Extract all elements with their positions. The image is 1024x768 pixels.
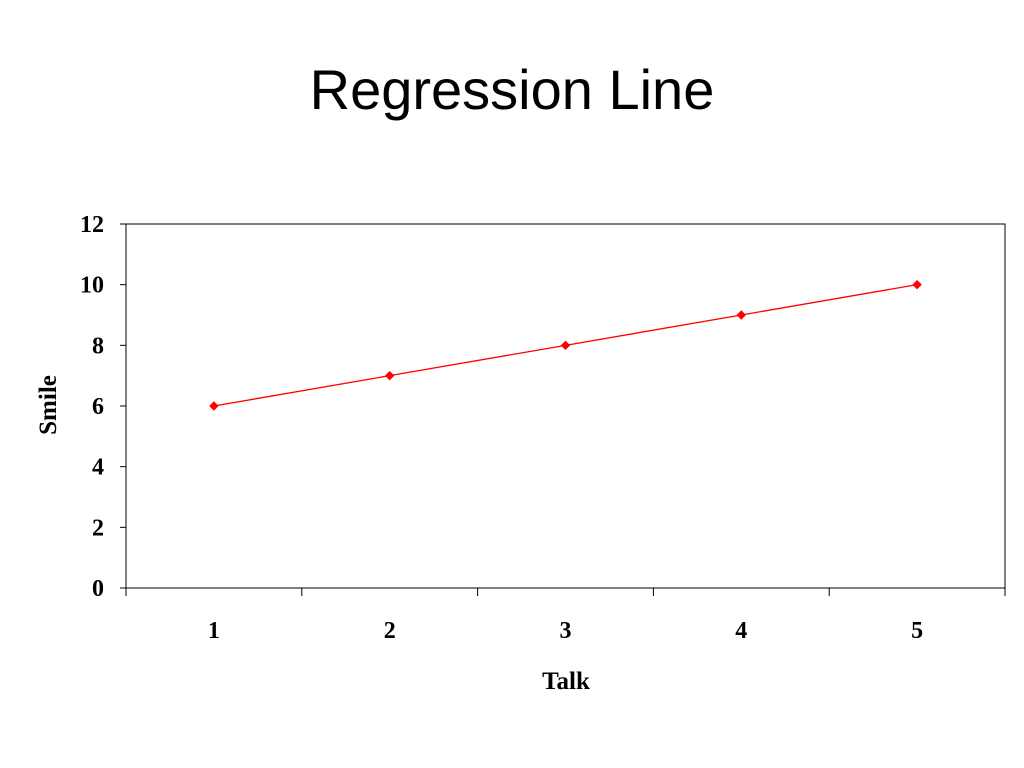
y-tick-label: 8 — [92, 333, 104, 359]
y-tick-label: 10 — [80, 273, 104, 299]
y-tick-label: 0 — [92, 576, 104, 602]
x-tick-label: 4 — [735, 618, 747, 644]
y-tick-label: 12 — [80, 212, 104, 238]
data-point — [384, 370, 395, 381]
data-point — [736, 310, 747, 320]
x-tick-label: 3 — [560, 618, 572, 644]
plot-border — [125, 223, 1006, 589]
series-layer — [209, 279, 922, 411]
y-tick-label: 4 — [92, 455, 104, 481]
slide-title: Regression Line — [309, 58, 715, 121]
x-tick-label: 2 — [384, 618, 396, 644]
data-point — [560, 340, 571, 351]
x-tick-label: 5 — [911, 618, 923, 644]
y-axis-label: Smile — [35, 375, 62, 435]
x-axis-label: Talk — [542, 668, 590, 695]
x-tick-label: 1 — [208, 618, 220, 644]
data-point — [209, 401, 219, 411]
y-tick-label: 6 — [92, 394, 104, 420]
plot-area — [125, 223, 1006, 589]
y-tick-label: 2 — [92, 515, 104, 541]
data-point — [912, 279, 922, 290]
y-axis: 0 2 4 6 8 10 12 — [80, 212, 126, 602]
x-axis: 1 2 3 4 5 — [125, 588, 1006, 644]
